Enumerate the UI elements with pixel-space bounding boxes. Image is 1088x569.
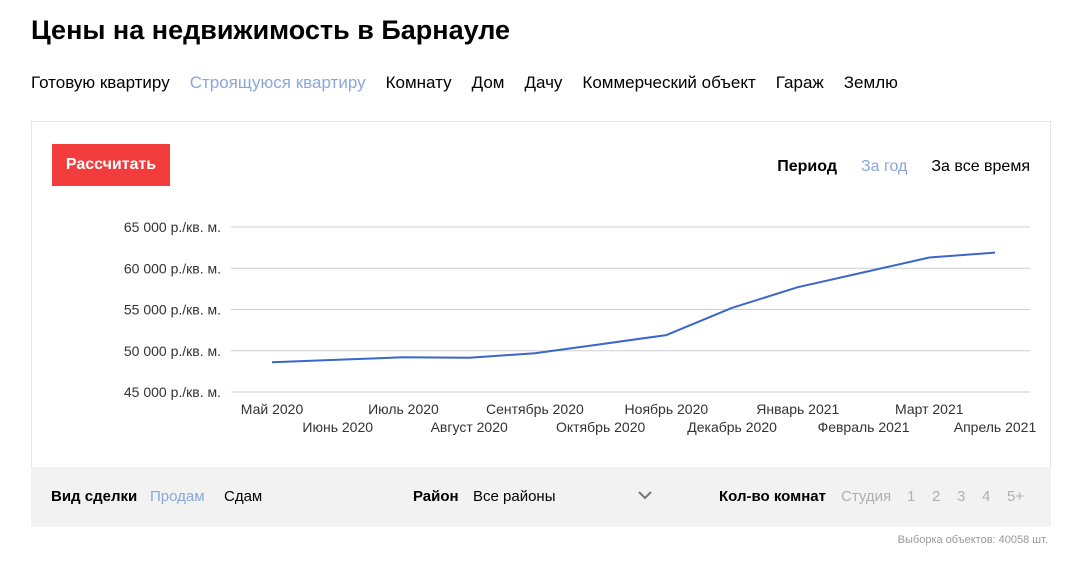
room-option-5-plus[interactable]: 5+ [1007, 488, 1025, 505]
x-tick-label: Апрель 2021 [954, 419, 1037, 435]
period-option-year[interactable]: За год [860, 158, 908, 175]
x-tick-label: Сентябрь 2020 [486, 401, 584, 417]
x-tick-label: Июнь 2020 [302, 419, 373, 435]
y-tick-label: 60 000 р./кв. м. [124, 260, 221, 276]
filter-bar: Вид сделки Продам Сдам Район Все районы … [31, 467, 1051, 527]
district-label: Район [413, 488, 459, 505]
price-chart-panel: 45 000 р./кв. м. 50 000 р./кв. м. 55 000 р… [31, 121, 1051, 468]
x-tick-label: Март 2021 [895, 401, 964, 417]
tab-land[interactable]: Землю [843, 73, 898, 92]
y-tick-label: 45 000 р./кв. м. [124, 384, 221, 400]
tab-garage[interactable]: Гараж [775, 73, 824, 92]
tab-commercial[interactable]: Коммерческий объект [582, 73, 756, 92]
price-series-line [271, 251, 996, 364]
room-option-3[interactable]: 3 [957, 488, 966, 505]
x-tick-label: Май 2020 [241, 401, 304, 417]
district-select[interactable]: Все районы [473, 488, 556, 505]
x-tick-label: Август 2020 [431, 419, 508, 435]
x-tick-label: Октябрь 2020 [556, 419, 646, 435]
period-label: Период [777, 158, 837, 175]
y-tick-label: 55 000 р./кв. м. [124, 302, 221, 318]
rooms-label: Кол-во комнат [719, 488, 826, 505]
tab-room[interactable]: Комнату [385, 73, 452, 92]
period-option-all-time[interactable]: За все время [931, 158, 1030, 175]
calculate-button[interactable]: Рассчитать [52, 144, 170, 186]
x-tick-label: Февраль 2021 [818, 419, 910, 435]
room-option-studio[interactable]: Студия [841, 488, 892, 505]
x-tick-label: Декабрь 2020 [687, 419, 777, 435]
page-title: Цены на недвижимость в Барнауле [31, 15, 511, 45]
tab-house[interactable]: Дом [471, 73, 505, 92]
deal-option-sell[interactable]: Продам [150, 488, 205, 505]
x-tick-label: Ноябрь 2020 [625, 401, 709, 417]
y-tick-label: 65 000 р./кв. м. [124, 219, 221, 235]
tab-dacha[interactable]: Дачу [524, 73, 563, 92]
room-option-2[interactable]: 2 [932, 488, 941, 505]
tab-ready-apartment[interactable]: Готовую квартиру [31, 73, 170, 92]
price-chart: 45 000 р./кв. м. 50 000 р./кв. м. 55 000 р… [124, 219, 1037, 435]
x-tick-label: Июль 2020 [368, 401, 439, 417]
property-tabs: Готовую квартиру Строящуюся квартиру Ком… [31, 72, 898, 94]
chevron-down-icon[interactable] [637, 489, 653, 501]
tab-new-building[interactable]: Строящуюся квартиру [189, 73, 366, 92]
deal-option-rent[interactable]: Сдам [224, 488, 263, 505]
deal-type-label: Вид сделки [51, 488, 138, 505]
y-tick-label: 50 000 р./кв. м. [124, 343, 221, 359]
room-option-1[interactable]: 1 [907, 488, 916, 505]
room-option-4[interactable]: 4 [982, 488, 991, 505]
objects-count: Выборка объектов: 40058 шт. [897, 534, 1048, 546]
period-selector: Период За год За все время [777, 157, 1030, 177]
x-tick-label: Январь 2021 [756, 401, 839, 417]
